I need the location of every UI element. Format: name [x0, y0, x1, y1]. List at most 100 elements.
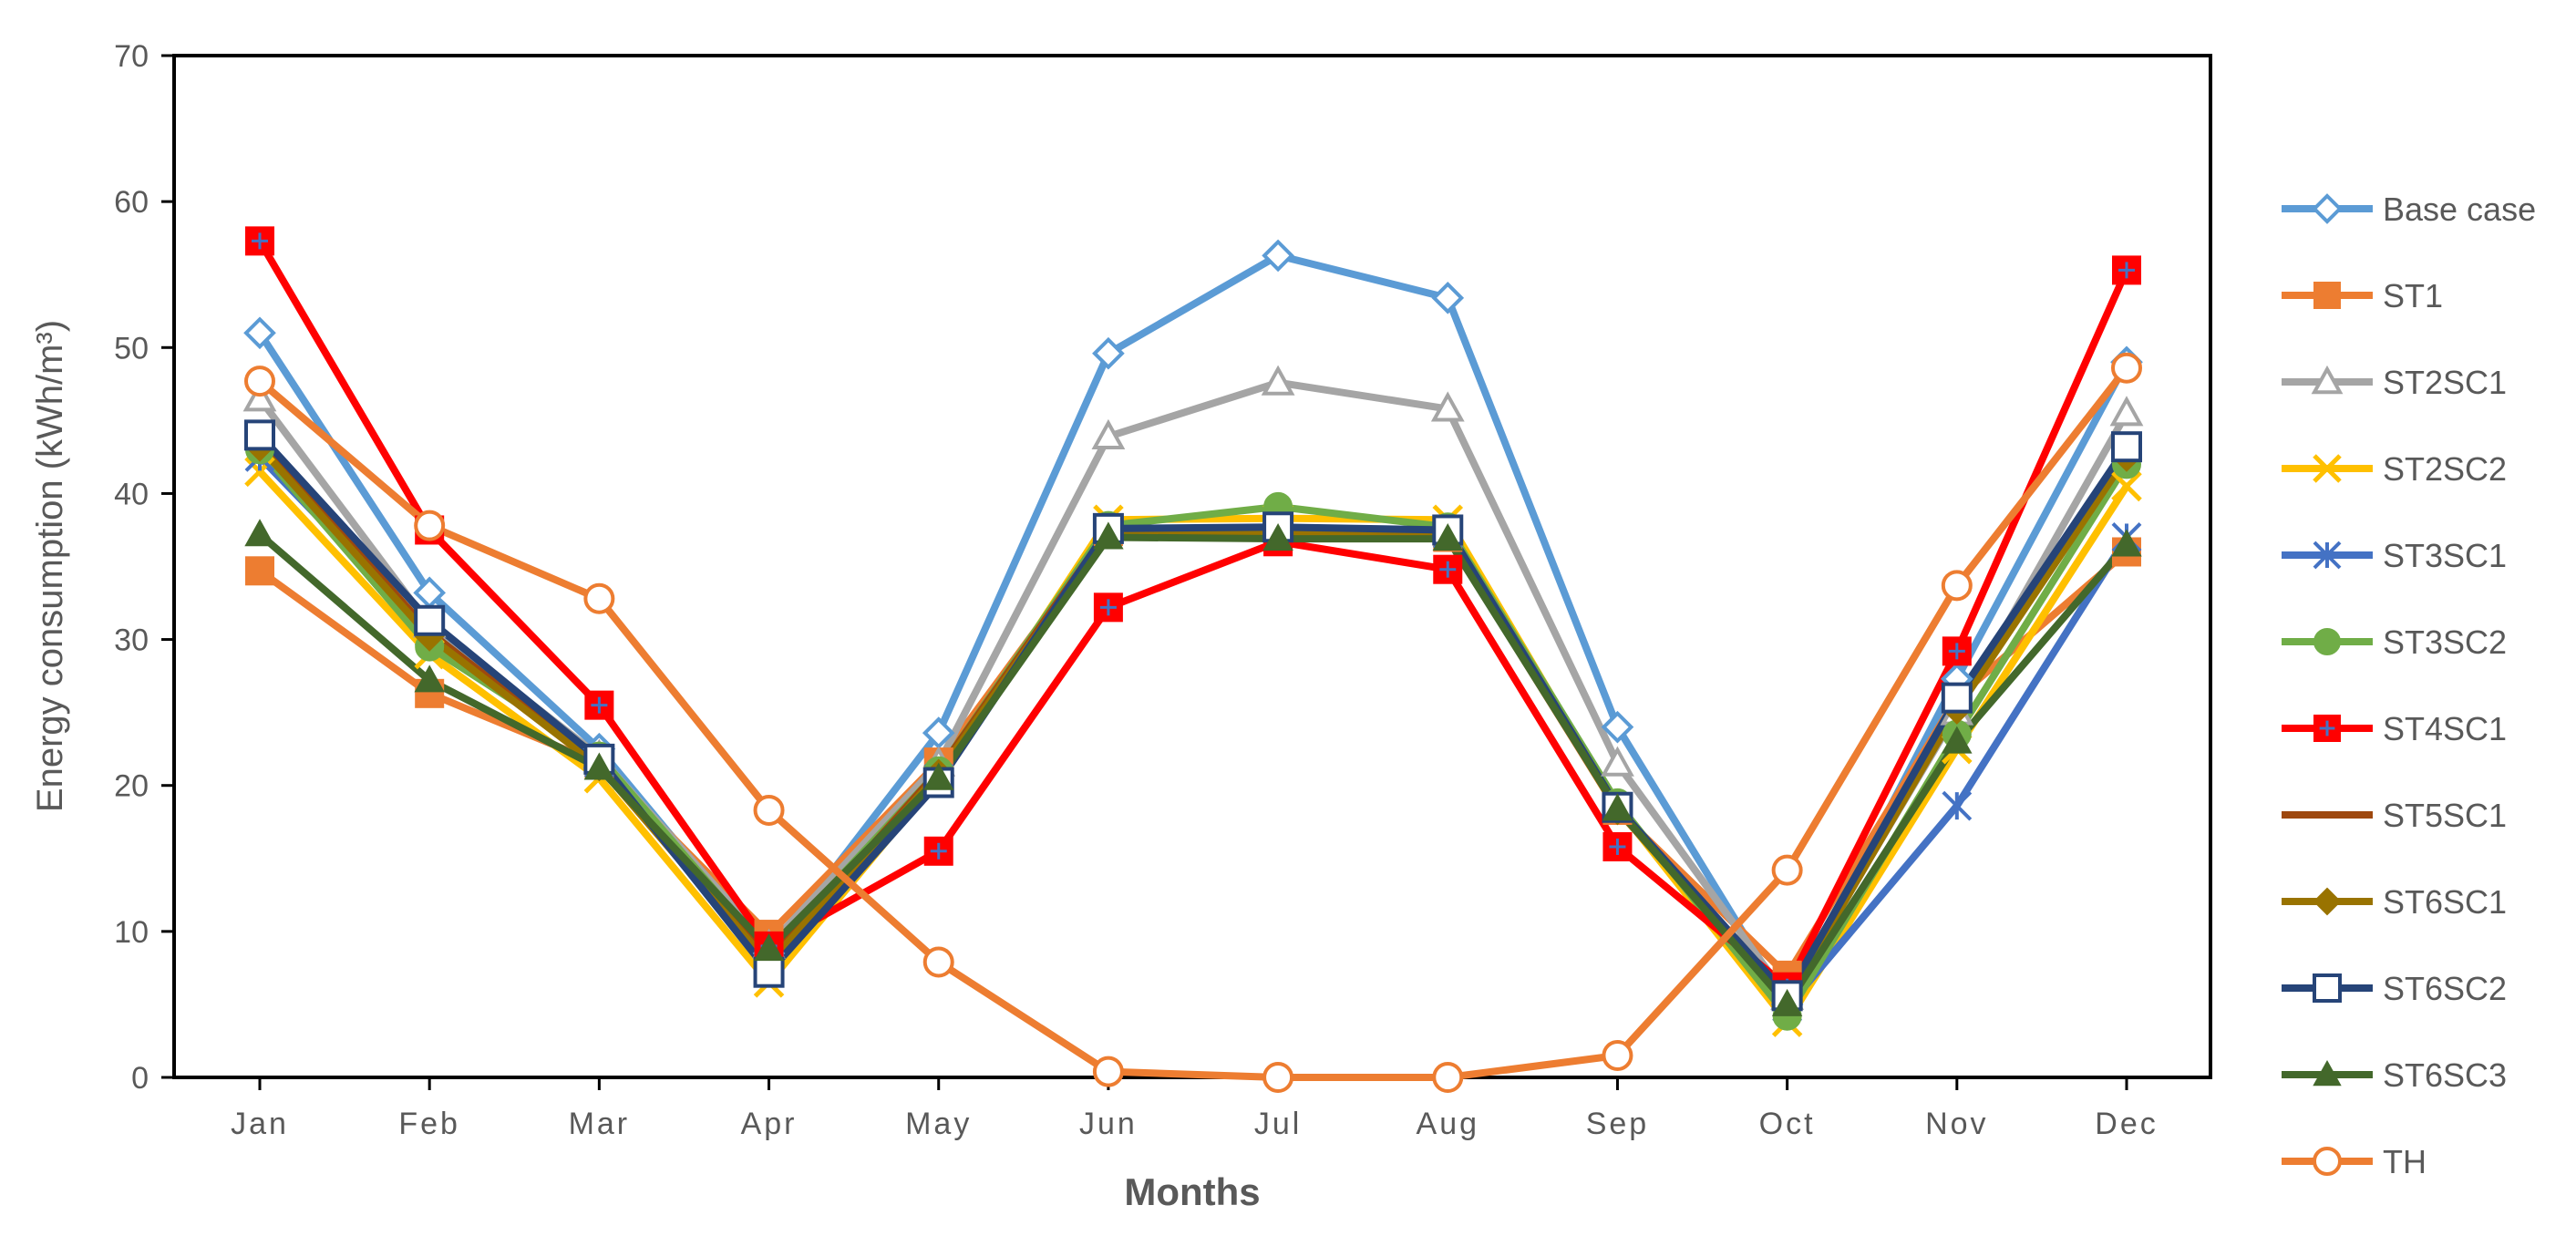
x-tick-label: Dec [2095, 1107, 2158, 1141]
x-tick-label: Nov [1925, 1107, 1988, 1141]
x-axis-title: Months [1124, 1170, 1260, 1213]
series-line [256, 431, 2130, 1000]
data-point [1262, 239, 1294, 273]
y-tick-label: 70 [114, 39, 149, 74]
x-tick-label: Apr [741, 1107, 798, 1141]
data-point [753, 933, 785, 962]
data-point [2111, 529, 2142, 557]
data-point [1092, 1056, 1124, 1087]
data-point [414, 604, 446, 636]
data-point [2111, 352, 2142, 384]
data-point [244, 456, 275, 488]
legend-marker [2313, 1059, 2342, 1087]
legend-label: TH [2383, 1143, 2427, 1180]
data-point [245, 226, 274, 256]
legend-label: ST6SC2 [2383, 970, 2507, 1007]
data-point [753, 956, 785, 988]
data-point [1093, 521, 1124, 550]
legend-marker [2313, 282, 2341, 309]
series-line [256, 237, 2130, 991]
y-tick-label: 10 [114, 915, 149, 950]
x-tick-label: Jul [1254, 1107, 1302, 1141]
legend-marker [2313, 973, 2342, 1003]
legend-marker [2312, 193, 2343, 224]
legend-marker [2311, 365, 2344, 395]
y-tick-label: 50 [114, 331, 149, 366]
legend-item: ST2SC2 [2282, 450, 2507, 488]
data-point [2109, 396, 2144, 427]
legend-label: ST4SC1 [2383, 710, 2507, 747]
legend-marker [2313, 1147, 2342, 1176]
legend-item: TH [2282, 1143, 2427, 1180]
legend-item: ST6SC1 [2282, 883, 2507, 921]
data-point [2111, 470, 2142, 502]
legend-marker [2313, 887, 2342, 916]
legend-marker [2313, 628, 2341, 655]
x-tick-label: Sep [1586, 1107, 1650, 1141]
y-tick-label: 60 [114, 185, 149, 220]
data-point [923, 762, 954, 790]
legend-marker [2313, 454, 2342, 483]
y-tick-label: 0 [131, 1061, 149, 1096]
data-point [1261, 365, 1295, 396]
data-point [1941, 682, 1973, 714]
x-tick-label: Aug [1417, 1107, 1480, 1141]
legend-marker [2313, 541, 2342, 570]
y-axis-title: Energy consumption (kWh/m³) [30, 320, 70, 812]
data-point [1601, 746, 1634, 777]
series-line [256, 530, 2130, 1008]
legend-label: ST6SC1 [2383, 883, 2507, 921]
data-point [242, 381, 277, 412]
series-lines [256, 237, 2130, 1081]
x-tick-label: Mar [569, 1107, 631, 1141]
data-point [1262, 1062, 1294, 1093]
data-point [1601, 710, 1634, 744]
data-point [1092, 336, 1125, 370]
legend-label: ST2SC2 [2383, 450, 2507, 488]
data-point [583, 582, 615, 614]
data-point [2111, 431, 2142, 463]
legend-item: ST3SC1 [2282, 537, 2507, 574]
x-tick-label: May [905, 1107, 972, 1141]
data-point [1942, 790, 1973, 821]
legend-label: ST3SC1 [2383, 537, 2507, 574]
data-point [244, 419, 275, 451]
legend-item: ST3SC2 [2282, 623, 2507, 661]
data-point [1771, 854, 1803, 886]
data-point [1602, 793, 1633, 821]
y-axis: 0 10 20 30 40 50 60 70 [114, 39, 174, 1096]
data-point [244, 366, 275, 397]
x-tick-label: Feb [398, 1107, 460, 1141]
series-line [256, 364, 2130, 1081]
legend: Base case ST1 ST2SC1 ST2SC2 ST3SC1 ST3SC2 ST4S… [2282, 191, 2536, 1180]
data-point [1432, 1062, 1464, 1093]
data-point [1771, 988, 1803, 1016]
data-point [243, 316, 276, 350]
legend-item: ST6SC3 [2282, 1056, 2507, 1094]
x-tick-label: Jun [1079, 1107, 1138, 1141]
data-point [1091, 418, 1126, 449]
data-point [1602, 1039, 1633, 1071]
x-tick-label: Oct [1759, 1107, 1816, 1141]
data-point [244, 519, 275, 547]
legend-item: ST4SC1 [2282, 710, 2507, 747]
data-point [2112, 255, 2141, 285]
data-point [245, 556, 274, 586]
y-tick-label: 40 [114, 477, 149, 511]
data-point [1941, 570, 1973, 602]
legend-label: ST3SC2 [2383, 623, 2507, 661]
data-point [414, 664, 445, 693]
legend-label: ST6SC3 [2383, 1056, 2507, 1094]
x-axis: Jan Feb Mar Apr May Jun Jul Aug Sep Oct Nov Dec [231, 1077, 2158, 1141]
legend-item: ST1 [2282, 277, 2443, 314]
data-point [1431, 282, 1465, 314]
data-point [1432, 523, 1463, 551]
legend-item: ST6SC2 [2282, 970, 2507, 1007]
data-point [922, 946, 954, 978]
legend-item: ST2SC1 [2282, 364, 2507, 401]
data-point [1942, 726, 1973, 754]
legend-marker [2313, 715, 2341, 742]
